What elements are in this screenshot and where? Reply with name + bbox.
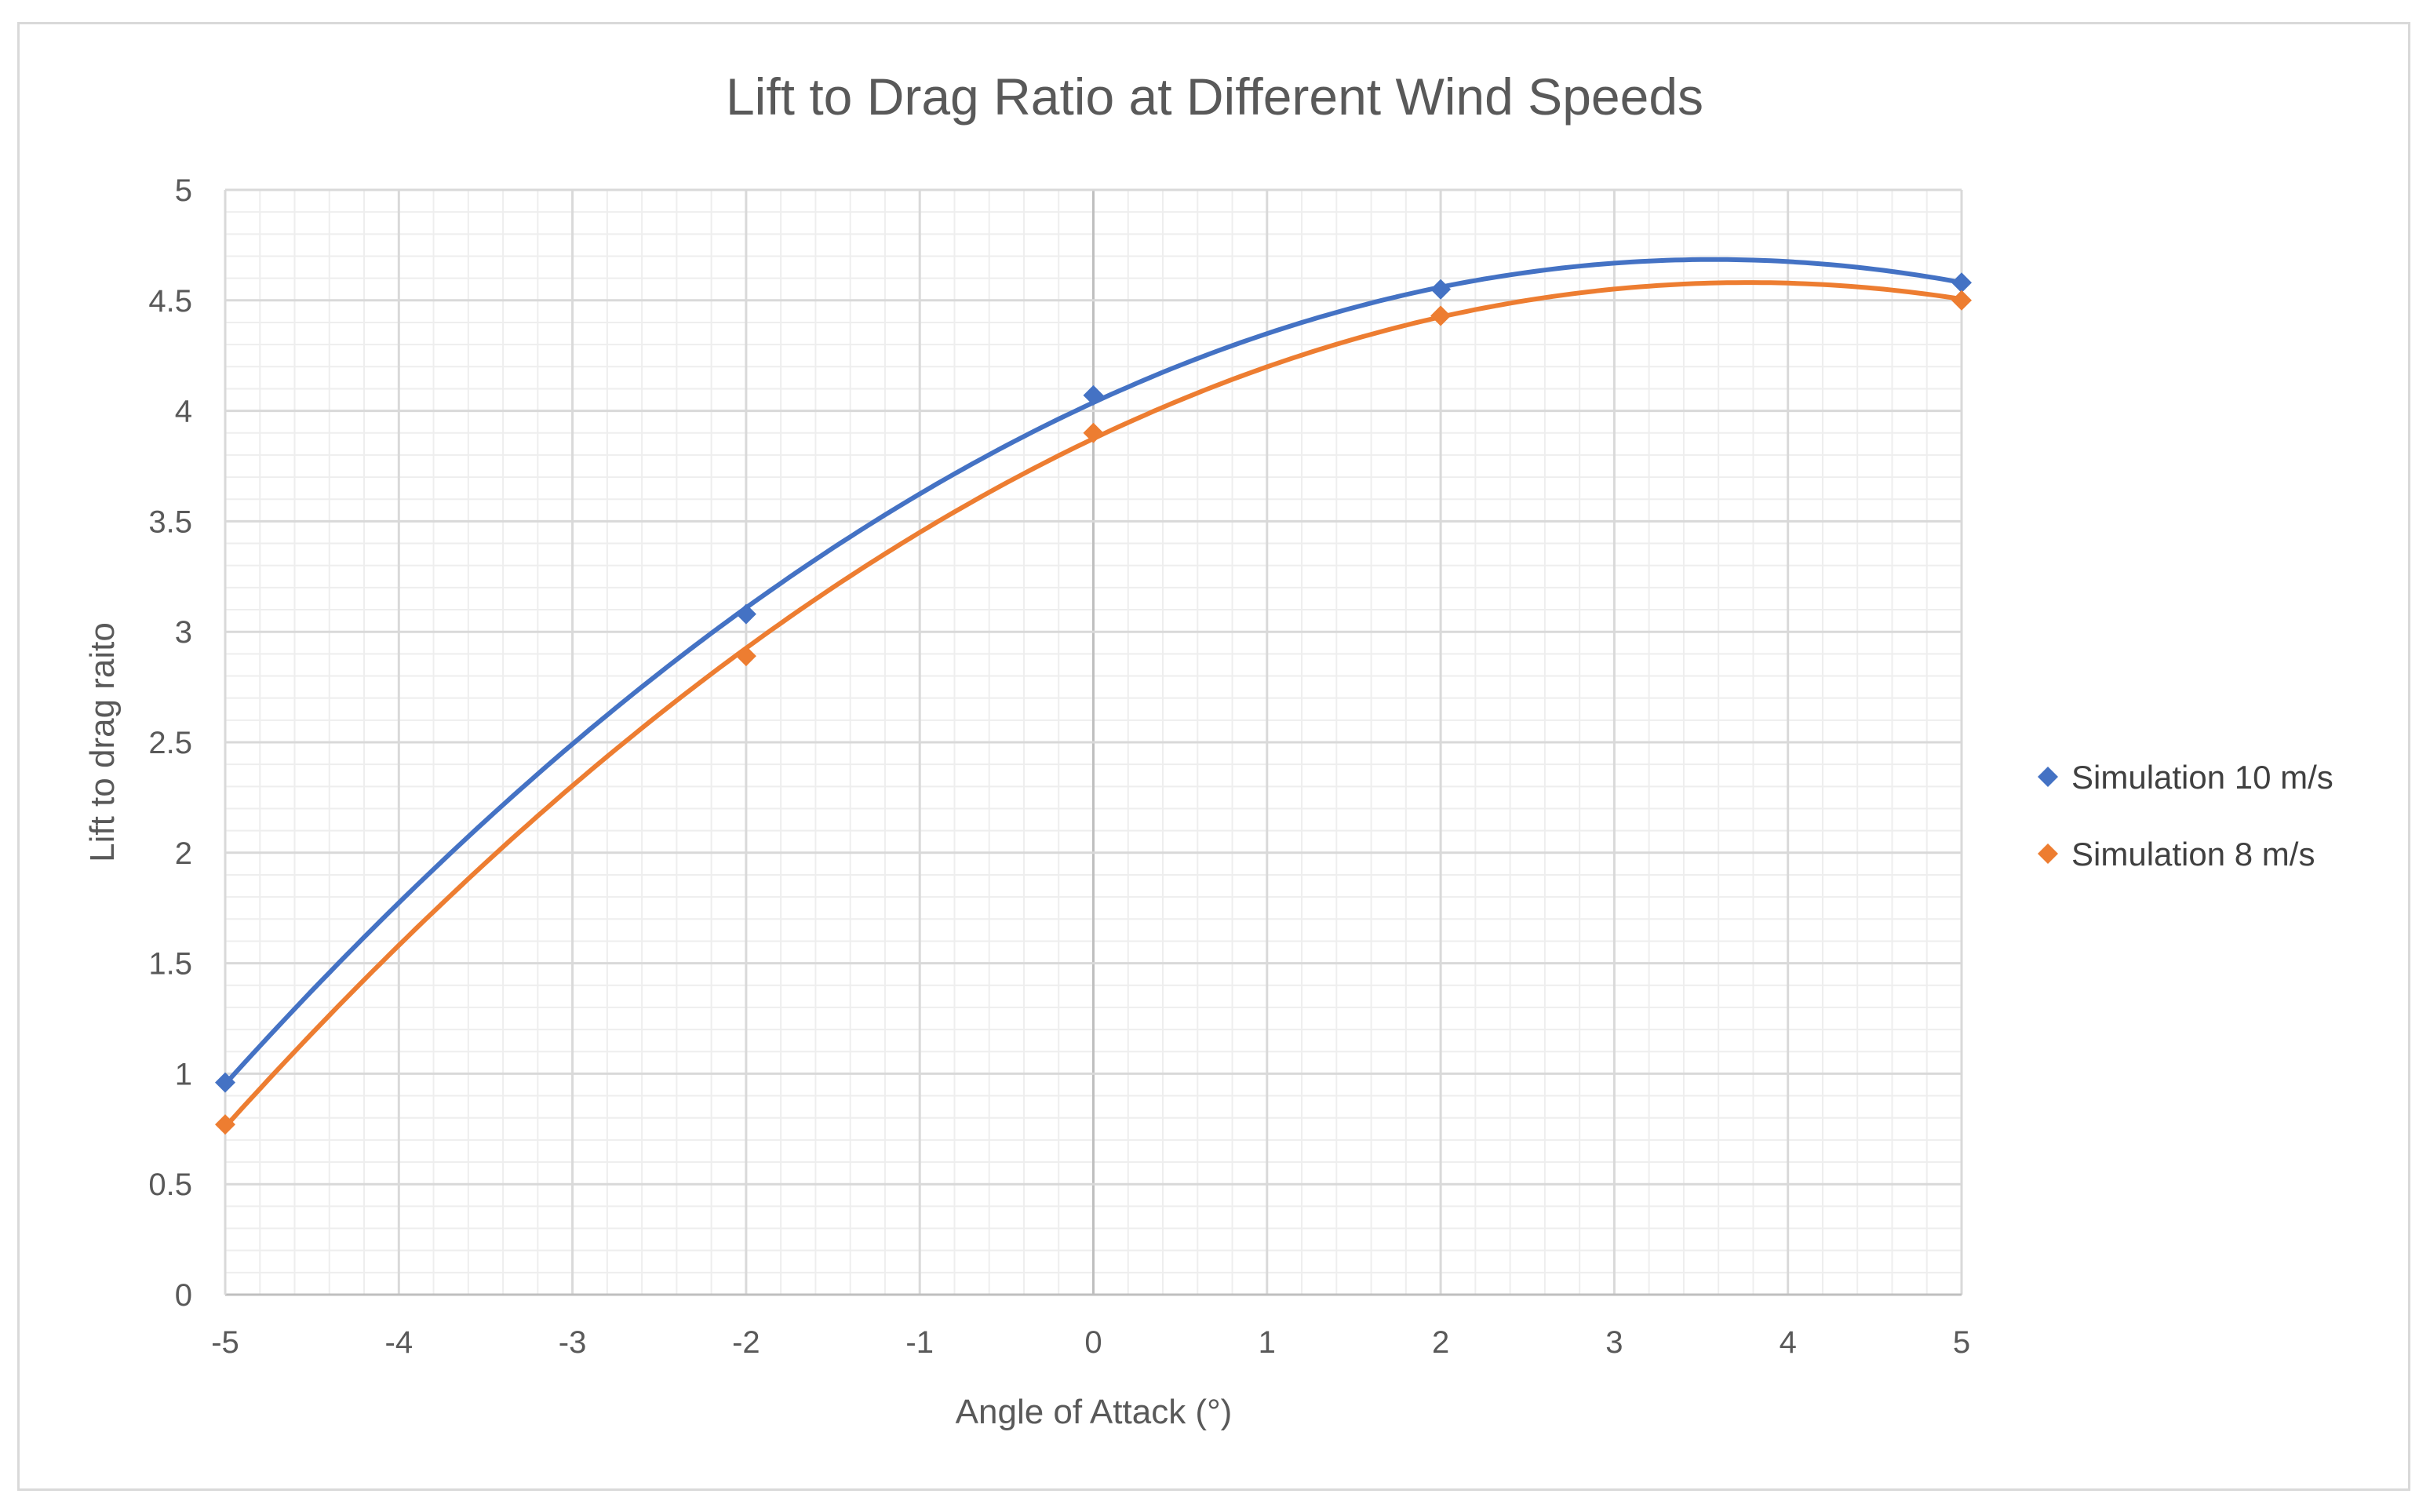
data-point — [735, 646, 756, 667]
x-tick-label: -1 — [905, 1325, 934, 1360]
legend-label: Simulation 8 m/s — [2071, 836, 2315, 873]
data-point — [1083, 384, 1104, 406]
y-tick-label: 2.5 — [148, 726, 192, 760]
x-tick-label: 4 — [1780, 1325, 1797, 1360]
series-1 — [215, 280, 1972, 1135]
series-0 — [215, 257, 1972, 1093]
x-tick-label: -4 — [385, 1325, 414, 1360]
data-point — [1430, 305, 1452, 326]
legend-marker — [2038, 767, 2058, 787]
x-tick-label: -5 — [211, 1325, 239, 1360]
x-tick-label: -3 — [559, 1325, 587, 1360]
x-tick-label: 0 — [1084, 1325, 1102, 1360]
x-tick-label: 1 — [1259, 1325, 1276, 1360]
y-tick-label: 1.5 — [148, 947, 192, 982]
y-axis-title: Lift to drag raito — [83, 622, 122, 862]
y-tick-label: 2 — [175, 836, 192, 871]
x-tick-label: 5 — [1953, 1325, 1970, 1360]
y-tick-label: 3 — [175, 615, 192, 650]
x-tick-label: -2 — [732, 1325, 760, 1360]
data-point — [1083, 422, 1104, 443]
data-point — [735, 603, 756, 625]
y-tick-label: 1 — [175, 1057, 192, 1091]
data-point — [215, 1072, 235, 1093]
axes: -5 -4 -3 -2 -1 0 1 2 3 4 5 0 0.5 1 1.5 2 2.5 3 3.5 4 4.5 5 — [148, 173, 1970, 1360]
chart-frame — [17, 22, 2410, 1491]
chart-title: Lift to Drag Ratio at Different Wind Spe… — [726, 67, 1703, 126]
data-point — [215, 1114, 235, 1135]
x-tick-label: 3 — [1605, 1325, 1623, 1360]
data-point — [1951, 290, 1972, 311]
y-tick-label: 0.5 — [148, 1168, 192, 1202]
y-tick-label: 0 — [175, 1278, 192, 1313]
y-tick-label: 4 — [175, 395, 192, 429]
legend: Simulation 10 m/s Simulation 8 m/s — [2038, 759, 2333, 873]
legend-label: Simulation 10 m/s — [2071, 759, 2333, 796]
y-tick-label: 3.5 — [148, 505, 192, 539]
legend-marker — [2038, 843, 2058, 864]
y-tick-label: 5 — [175, 173, 192, 208]
x-axis-title: Angle of Attack (°) — [956, 1393, 1233, 1431]
data-point — [1951, 272, 1972, 293]
series — [215, 257, 1972, 1135]
grid — [224, 188, 1963, 1296]
data-point — [1430, 279, 1452, 300]
x-tick-label: 2 — [1432, 1325, 1449, 1360]
y-tick-label: 4.5 — [148, 284, 192, 319]
